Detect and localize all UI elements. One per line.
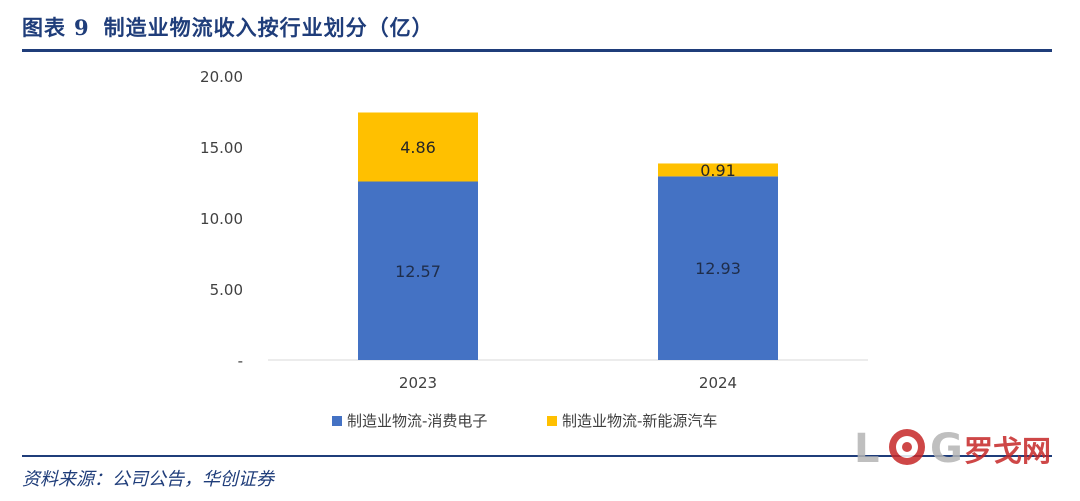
header-divider [22, 49, 1052, 52]
watermark-logo: L G 罗戈网 [854, 426, 1051, 470]
source-note: 资料来源：公司公告，华创证券 [22, 469, 274, 490]
figure-number: 9 [74, 15, 90, 40]
data-label: 0.91 [700, 161, 736, 180]
bar-segment [658, 163, 778, 177]
legend-swatch [332, 416, 342, 426]
data-label: 4.86 [400, 138, 436, 157]
bar-segment [658, 176, 778, 360]
watermark-target-icon [889, 429, 925, 465]
figure-label: 图表 [22, 15, 66, 40]
y-tick-label: 20.00 [200, 68, 243, 86]
data-label: 12.93 [695, 259, 741, 278]
x-tick-label: 2023 [399, 374, 437, 392]
legend-swatch [547, 416, 557, 426]
figure-title-text: 制造业物流收入按行业划分（亿） [103, 15, 434, 40]
y-tick-label: - [238, 352, 243, 370]
legend-label: 制造业物流-新能源汽车 [562, 412, 717, 430]
y-tick-label: 5.00 [210, 281, 243, 299]
y-tick-label: 15.00 [200, 139, 243, 157]
bar-segment [358, 112, 478, 182]
legend-label: 制造业物流-消费电子 [347, 412, 487, 430]
bar-segment [358, 181, 478, 360]
x-tick-label: 2024 [699, 374, 737, 392]
data-label: 12.57 [395, 262, 441, 281]
watermark-text: 罗戈网 [964, 434, 1051, 468]
y-tick-label: 10.00 [200, 210, 243, 228]
watermark-letter-l: L [854, 426, 880, 470]
chart-title: 图表 9 制造业物流收入按行业划分（亿） [22, 12, 434, 42]
watermark-letter-g: G [930, 426, 963, 470]
footer-divider [22, 455, 1052, 457]
